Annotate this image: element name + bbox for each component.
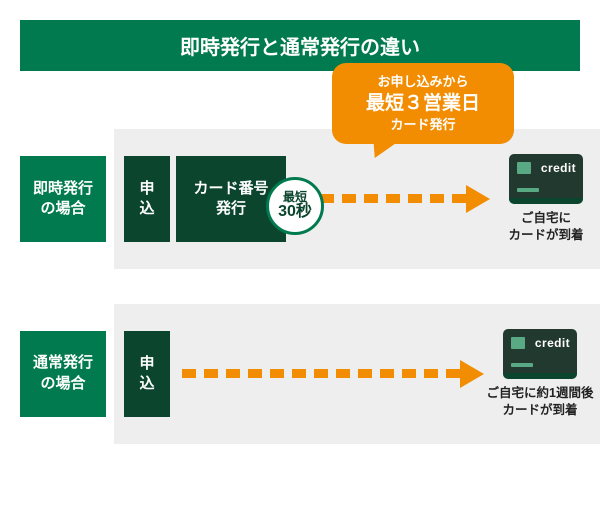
badge-line2: 30秒 <box>278 204 312 220</box>
normal-type-label: 通常発行の場合 <box>20 331 106 417</box>
credit-card-icon: credit <box>503 329 577 379</box>
instant-track: 申込 カード番号発行 最短 30秒 credit ご自宅にカードが到着 <box>114 129 600 269</box>
instant-label-text: 即時発行の場合 <box>33 179 93 220</box>
card-chip-icon <box>511 337 525 349</box>
arrow-head-icon <box>466 185 490 213</box>
normal-card-group: credit ご自宅に約1週間後カードが到着 <box>486 329 594 419</box>
speech-line3: カード発行 <box>348 116 498 134</box>
time-badge: 最短 30秒 <box>266 177 324 235</box>
speech-bubble: お申し込みから 最短３営業日 カード発行 <box>332 63 514 144</box>
card-text: credit <box>535 336 570 350</box>
row-instant: お申し込みから 最短３営業日 カード発行 即時発行の場合 申込 カード番号発行 … <box>20 129 580 269</box>
normal-step-apply: 申込 <box>124 331 170 417</box>
instant-arrow: 最短 30秒 <box>298 191 490 207</box>
normal-label-text: 通常発行の場合 <box>33 353 93 394</box>
normal-arrow <box>182 366 484 382</box>
speech-line2: 最短３営業日 <box>348 91 498 117</box>
title-text: 即時発行と通常発行の違い <box>180 37 420 59</box>
speech-line1: お申し込みから <box>348 73 498 91</box>
instant-card-group: credit ご自宅にカードが到着 <box>492 154 600 244</box>
instant-step-apply: 申込 <box>124 156 170 242</box>
credit-card-icon: credit <box>509 154 583 204</box>
normal-dashes <box>182 369 460 378</box>
badge-line1: 最短 <box>283 191 307 203</box>
instant-caption: ご自宅にカードが到着 <box>508 210 583 244</box>
card-chip-icon <box>517 162 531 174</box>
row-normal: 通常発行の場合 申込 credit ご自宅に約1週間後カードが到着 <box>20 304 580 444</box>
card-stripe-icon <box>511 363 533 367</box>
instant-type-label: 即時発行の場合 <box>20 156 106 242</box>
normal-track: 申込 credit ご自宅に約1週間後カードが到着 <box>114 304 600 444</box>
card-stripe-icon <box>517 188 539 192</box>
speech-tail-icon <box>367 138 403 158</box>
arrow-head-icon <box>460 360 484 388</box>
card-text: credit <box>541 161 576 175</box>
normal-caption: ご自宅に約1週間後カードが到着 <box>487 385 594 419</box>
